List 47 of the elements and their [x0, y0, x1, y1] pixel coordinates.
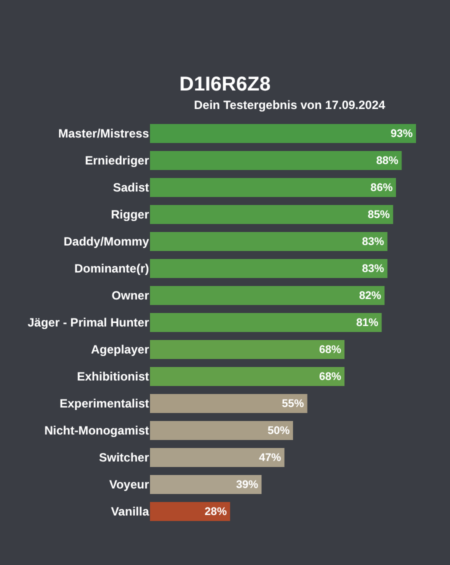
bar [150, 205, 394, 224]
data-label: 93% [390, 128, 413, 140]
data-label: 68% [319, 371, 342, 384]
data-label: 83% [362, 236, 384, 248]
y-tick-label: Experimentalist [60, 396, 149, 411]
y-tick-label: Erniedriger [84, 154, 150, 168]
bar [150, 475, 262, 494]
chart-subtitle: Dein Testergebnis von 17.09.2024 [194, 98, 386, 112]
y-tick-label: Rigger [110, 208, 150, 222]
data-label: 81% [356, 317, 379, 330]
y-tick-label: Daddy/Mommy [64, 234, 150, 249]
y-tick-label: Nicht-Monogamist [44, 424, 149, 438]
y-tick-label: Jäger - Primal Hunter [28, 316, 150, 330]
y-tick-label: Switcher [98, 450, 150, 465]
data-label: 82% [359, 290, 382, 302]
bar [150, 367, 344, 386]
bar [150, 502, 230, 521]
y-tick-label: Vanilla [110, 504, 150, 519]
bar [150, 394, 308, 413]
data-label: 55% [282, 398, 304, 410]
bar [150, 340, 344, 359]
bar [150, 124, 416, 143]
bar [150, 448, 284, 467]
bar [150, 421, 294, 440]
bar [150, 151, 402, 170]
data-label: 88% [376, 155, 399, 168]
data-label: 83% [362, 263, 384, 276]
data-label: 86% [370, 182, 393, 194]
y-tick-label: Dominante(r) [74, 262, 149, 276]
chart-title: D1I6R6Z8 [179, 73, 271, 96]
bar [150, 313, 382, 332]
y-tick-label: Owner [112, 288, 150, 303]
data-label: 39% [236, 479, 258, 492]
y-tick-label: Sadist [112, 180, 149, 195]
bar [150, 286, 385, 305]
bar [150, 178, 396, 197]
data-label: 47% [259, 452, 282, 464]
data-label: 28% [204, 506, 227, 518]
data-label: 50% [268, 425, 290, 438]
y-tick-label: Exhibitionist [77, 370, 150, 384]
bar [150, 232, 388, 251]
y-tick-label: Master/Mistress [58, 126, 150, 141]
y-tick-label: Ageplayer [90, 342, 150, 357]
data-label: 85% [368, 209, 390, 222]
bar [150, 259, 388, 278]
data-label: 68% [319, 344, 342, 356]
y-tick-label: Voyeur [109, 478, 150, 492]
